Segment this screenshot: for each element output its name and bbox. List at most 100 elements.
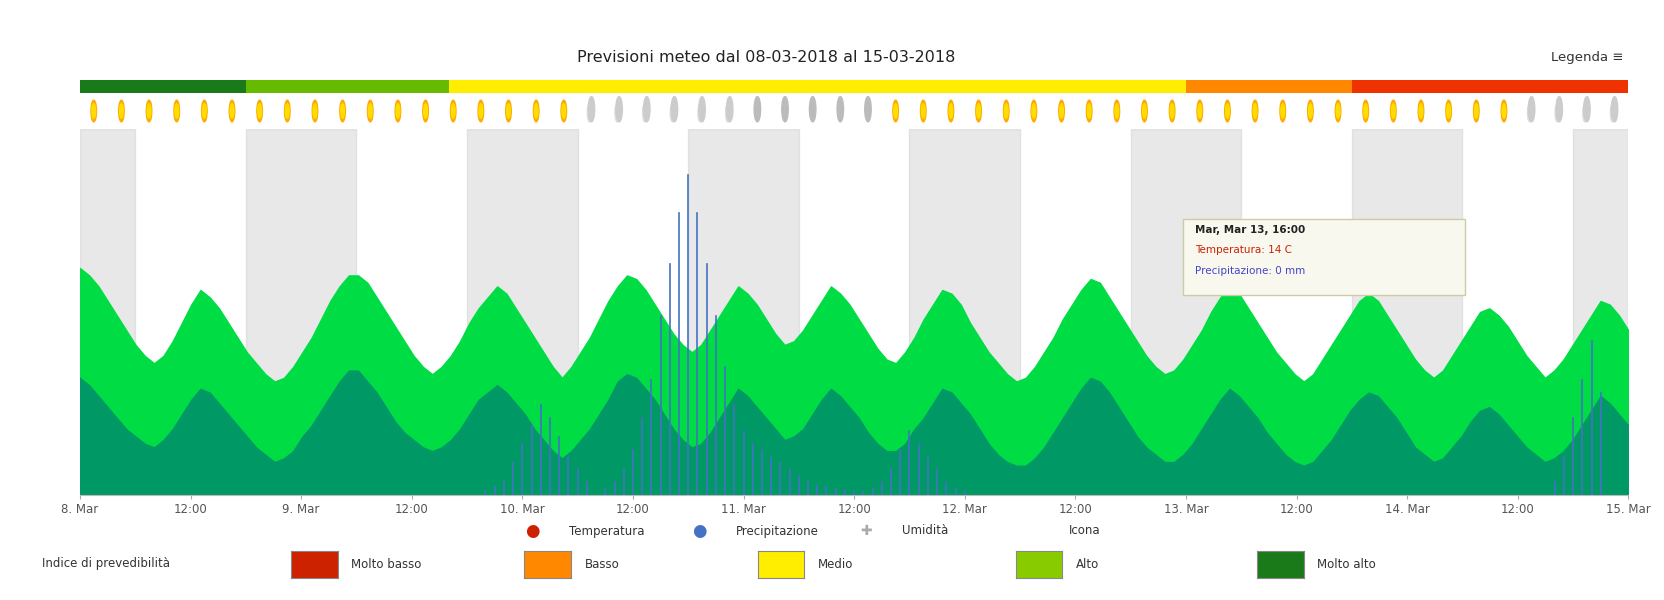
Circle shape (920, 100, 925, 122)
Circle shape (313, 100, 318, 122)
Circle shape (1526, 104, 1531, 122)
Circle shape (1225, 100, 1230, 122)
Circle shape (534, 104, 537, 118)
Circle shape (1142, 104, 1145, 118)
Circle shape (423, 104, 428, 118)
Text: Medio: Medio (817, 557, 852, 571)
Circle shape (1115, 104, 1118, 118)
Circle shape (697, 104, 702, 122)
Circle shape (1446, 104, 1449, 118)
Circle shape (1335, 100, 1340, 122)
Circle shape (587, 97, 594, 122)
Bar (246, 80, 448, 93)
Bar (1185, 80, 1351, 93)
Circle shape (1003, 100, 1008, 122)
Circle shape (394, 100, 401, 122)
Circle shape (1528, 97, 1534, 122)
Circle shape (120, 104, 123, 118)
Circle shape (894, 104, 897, 118)
Text: Indice di prevedibilità: Indice di prevedibilità (42, 557, 170, 571)
Circle shape (1280, 100, 1285, 122)
Text: Mar, Mar 13, 16:00: Mar, Mar 13, 16:00 (1195, 226, 1305, 235)
Circle shape (532, 100, 539, 122)
Text: PREVISIONI METEO ( Aggiornate il 08-03-2018 09:30 LT ): PREVISIONI METEO ( Aggiornate il 08-03-2… (13, 12, 479, 27)
Bar (1130, 129, 1240, 495)
Circle shape (671, 97, 677, 122)
Circle shape (614, 104, 619, 122)
Circle shape (671, 104, 674, 122)
Circle shape (451, 104, 454, 118)
Circle shape (561, 100, 566, 122)
Text: Precipitazione: 0 mm: Precipitazione: 0 mm (1195, 266, 1305, 275)
Bar (80, 80, 246, 93)
Circle shape (173, 100, 180, 122)
Circle shape (313, 104, 316, 118)
Circle shape (1336, 104, 1340, 118)
Text: Umidità: Umidità (902, 524, 948, 538)
Circle shape (146, 100, 151, 122)
Text: Previsioni meteo dal 08-03-2018 al 15-03-2018: Previsioni meteo dal 08-03-2018 al 15-03… (576, 49, 955, 64)
Text: Icona: Icona (1068, 524, 1100, 538)
Text: ●: ● (526, 522, 539, 540)
Circle shape (1142, 100, 1146, 122)
Circle shape (256, 100, 263, 122)
Circle shape (506, 104, 511, 118)
Circle shape (285, 100, 290, 122)
Circle shape (203, 104, 206, 118)
Circle shape (258, 104, 261, 118)
Circle shape (948, 104, 952, 118)
Circle shape (1306, 100, 1313, 122)
Bar (687, 129, 799, 495)
Circle shape (1474, 104, 1478, 118)
Circle shape (1253, 104, 1256, 118)
Circle shape (920, 104, 925, 118)
Circle shape (975, 100, 980, 122)
Circle shape (341, 104, 344, 118)
Circle shape (892, 100, 899, 122)
Circle shape (1251, 100, 1256, 122)
Circle shape (644, 97, 649, 122)
Circle shape (1113, 100, 1118, 122)
Circle shape (118, 100, 125, 122)
Text: Alto: Alto (1075, 557, 1098, 571)
Circle shape (92, 104, 95, 118)
Text: Molto basso: Molto basso (351, 557, 421, 571)
Text: Molto alto: Molto alto (1316, 557, 1374, 571)
Circle shape (1196, 104, 1201, 118)
Circle shape (977, 104, 980, 118)
Circle shape (1170, 104, 1173, 118)
Circle shape (562, 104, 566, 118)
Circle shape (864, 97, 870, 122)
Text: Temperatura: 14 C: Temperatura: 14 C (1195, 245, 1291, 256)
Text: ✚: ✚ (860, 524, 870, 538)
Circle shape (396, 104, 399, 118)
Circle shape (616, 97, 622, 122)
Circle shape (1085, 100, 1092, 122)
Circle shape (1003, 104, 1007, 118)
Circle shape (479, 104, 483, 118)
Circle shape (339, 100, 344, 122)
Circle shape (1087, 104, 1090, 118)
Circle shape (809, 97, 815, 122)
Text: Temperatura: Temperatura (569, 524, 644, 538)
Text: Legenda ≡: Legenda ≡ (1549, 50, 1622, 64)
Circle shape (1032, 104, 1035, 118)
Circle shape (1556, 97, 1561, 122)
Circle shape (230, 104, 233, 118)
Circle shape (368, 100, 373, 122)
Circle shape (1196, 100, 1201, 122)
Bar (1351, 129, 1461, 495)
Circle shape (1058, 100, 1063, 122)
Circle shape (1501, 104, 1504, 118)
Circle shape (92, 100, 97, 122)
Circle shape (506, 100, 511, 122)
Circle shape (1168, 100, 1175, 122)
Circle shape (1030, 100, 1037, 122)
Circle shape (1501, 100, 1506, 122)
Circle shape (1582, 97, 1589, 122)
Circle shape (947, 100, 953, 122)
Circle shape (642, 104, 647, 122)
Circle shape (782, 97, 787, 122)
Circle shape (230, 100, 235, 122)
Bar (909, 129, 1020, 495)
